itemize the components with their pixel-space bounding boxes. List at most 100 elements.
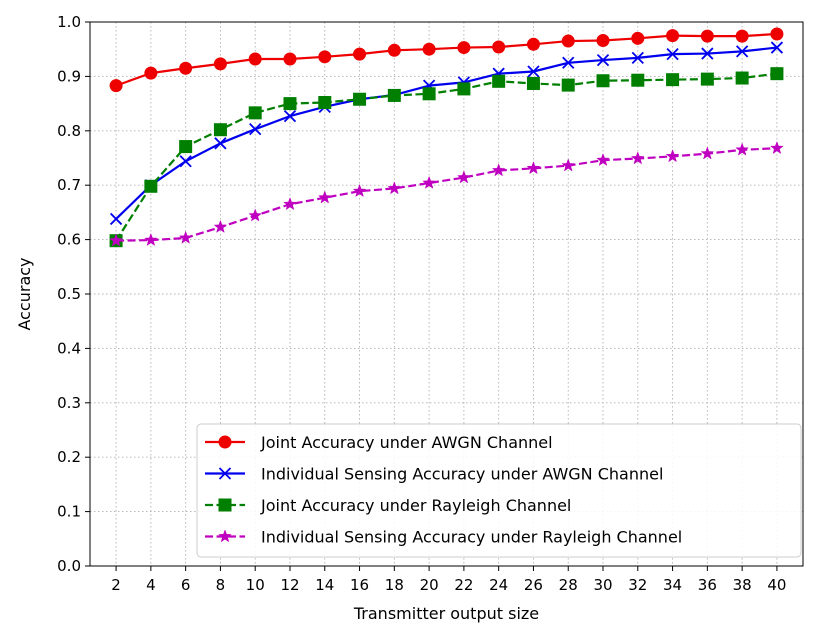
y-tick-label: 0.2 xyxy=(57,448,81,466)
data-point xyxy=(491,163,506,177)
data-point xyxy=(562,56,575,69)
y-tick-label: 0.3 xyxy=(57,394,81,412)
data-point xyxy=(318,96,332,110)
data-point xyxy=(561,34,575,48)
x-axis-label: Transmitter output size xyxy=(353,604,539,623)
x-tick-label: 18 xyxy=(385,576,404,594)
data-point xyxy=(457,82,471,96)
data-point xyxy=(248,106,262,120)
x-tick-label: 2 xyxy=(111,576,121,594)
data-point xyxy=(526,37,540,51)
data-point xyxy=(109,79,123,93)
x-tick-label: 34 xyxy=(663,576,682,594)
data-point xyxy=(596,152,610,167)
x-tick-label: 8 xyxy=(216,576,226,594)
series-3 xyxy=(109,67,784,248)
y-tick-label: 0.5 xyxy=(57,285,81,303)
series-line xyxy=(116,147,777,242)
y-tick-label: 1.0 xyxy=(57,13,81,31)
data-point xyxy=(317,190,332,204)
data-point xyxy=(770,67,784,81)
x-axis: 2 4 6 8 10 12 14 16 18 20 22 24 26 28 30 32 34 36 38 40 xyxy=(111,566,786,594)
data-point xyxy=(213,57,227,71)
data-point xyxy=(248,208,263,222)
x-tick-label: 28 xyxy=(559,576,578,594)
legend-entry: Joint Accuracy under Rayleigh Channel xyxy=(205,496,571,515)
series-2 xyxy=(109,41,784,226)
data-point xyxy=(144,179,158,193)
data-point xyxy=(596,74,610,88)
data-point xyxy=(353,47,367,61)
y-tick-label: 0.6 xyxy=(57,231,81,249)
data-point xyxy=(422,175,436,189)
data-point xyxy=(630,151,645,165)
x-tick-label: 16 xyxy=(350,576,369,594)
legend-label: Individual Sensing Accuracy under AWGN C… xyxy=(261,465,663,484)
data-point xyxy=(770,41,784,54)
data-point xyxy=(179,155,192,168)
data-point xyxy=(144,66,158,80)
data-point xyxy=(735,45,749,58)
data-point xyxy=(213,123,227,137)
data-point xyxy=(492,74,506,88)
data-point xyxy=(700,72,714,86)
data-point xyxy=(109,212,123,226)
data-point xyxy=(283,109,297,123)
y-tick-label: 0.4 xyxy=(57,339,81,357)
legend-marker xyxy=(218,498,232,512)
data-point xyxy=(561,158,576,172)
data-point xyxy=(666,73,680,87)
data-point xyxy=(422,87,436,101)
data-point xyxy=(387,181,402,195)
data-point xyxy=(561,78,575,92)
data-point xyxy=(735,29,749,43)
data-point xyxy=(283,97,297,111)
data-point xyxy=(109,233,123,247)
data-point xyxy=(666,47,679,61)
x-tick-label: 38 xyxy=(733,576,752,594)
series-layer xyxy=(109,27,784,248)
data-point xyxy=(457,41,471,55)
y-tick-label: 0.1 xyxy=(57,503,81,521)
data-point xyxy=(527,65,540,78)
x-tick-label: 6 xyxy=(181,576,191,594)
data-point xyxy=(700,29,714,43)
data-point xyxy=(526,161,541,175)
data-point xyxy=(596,53,610,67)
legend-label: Joint Accuracy under Rayleigh Channel xyxy=(260,496,571,515)
x-tick-label: 30 xyxy=(593,576,612,594)
legend-box xyxy=(196,423,802,558)
data-point xyxy=(283,197,297,211)
legend-entry: Individual Sensing Accuracy under AWGN C… xyxy=(205,465,663,484)
data-point xyxy=(318,50,332,64)
y-tick-label: 0.8 xyxy=(57,122,81,140)
x-tick-label: 4 xyxy=(146,576,156,594)
series-1 xyxy=(109,27,784,93)
data-point xyxy=(665,149,680,163)
y-axis-label: Accuracy xyxy=(15,257,34,330)
data-point xyxy=(631,73,645,87)
y-tick-label: 0.0 xyxy=(57,557,81,575)
data-point xyxy=(179,61,193,75)
data-point xyxy=(700,146,715,160)
legend-marker xyxy=(218,467,232,480)
data-point xyxy=(353,92,367,106)
data-point xyxy=(492,40,506,54)
series-line xyxy=(115,46,778,220)
data-point xyxy=(214,137,227,150)
data-point xyxy=(526,76,540,90)
x-tick-label: 14 xyxy=(315,576,334,594)
data-point xyxy=(248,52,262,66)
data-point xyxy=(701,47,714,60)
y-tick-label: 0.7 xyxy=(57,176,81,194)
x-tick-label: 24 xyxy=(489,576,508,594)
data-point xyxy=(422,42,436,56)
y-tick-label: 0.9 xyxy=(57,67,81,85)
series-4 xyxy=(109,140,784,247)
legend-marker xyxy=(218,435,232,449)
data-point xyxy=(179,140,193,154)
data-point xyxy=(387,43,401,57)
data-point xyxy=(770,140,784,155)
data-point xyxy=(178,230,193,244)
